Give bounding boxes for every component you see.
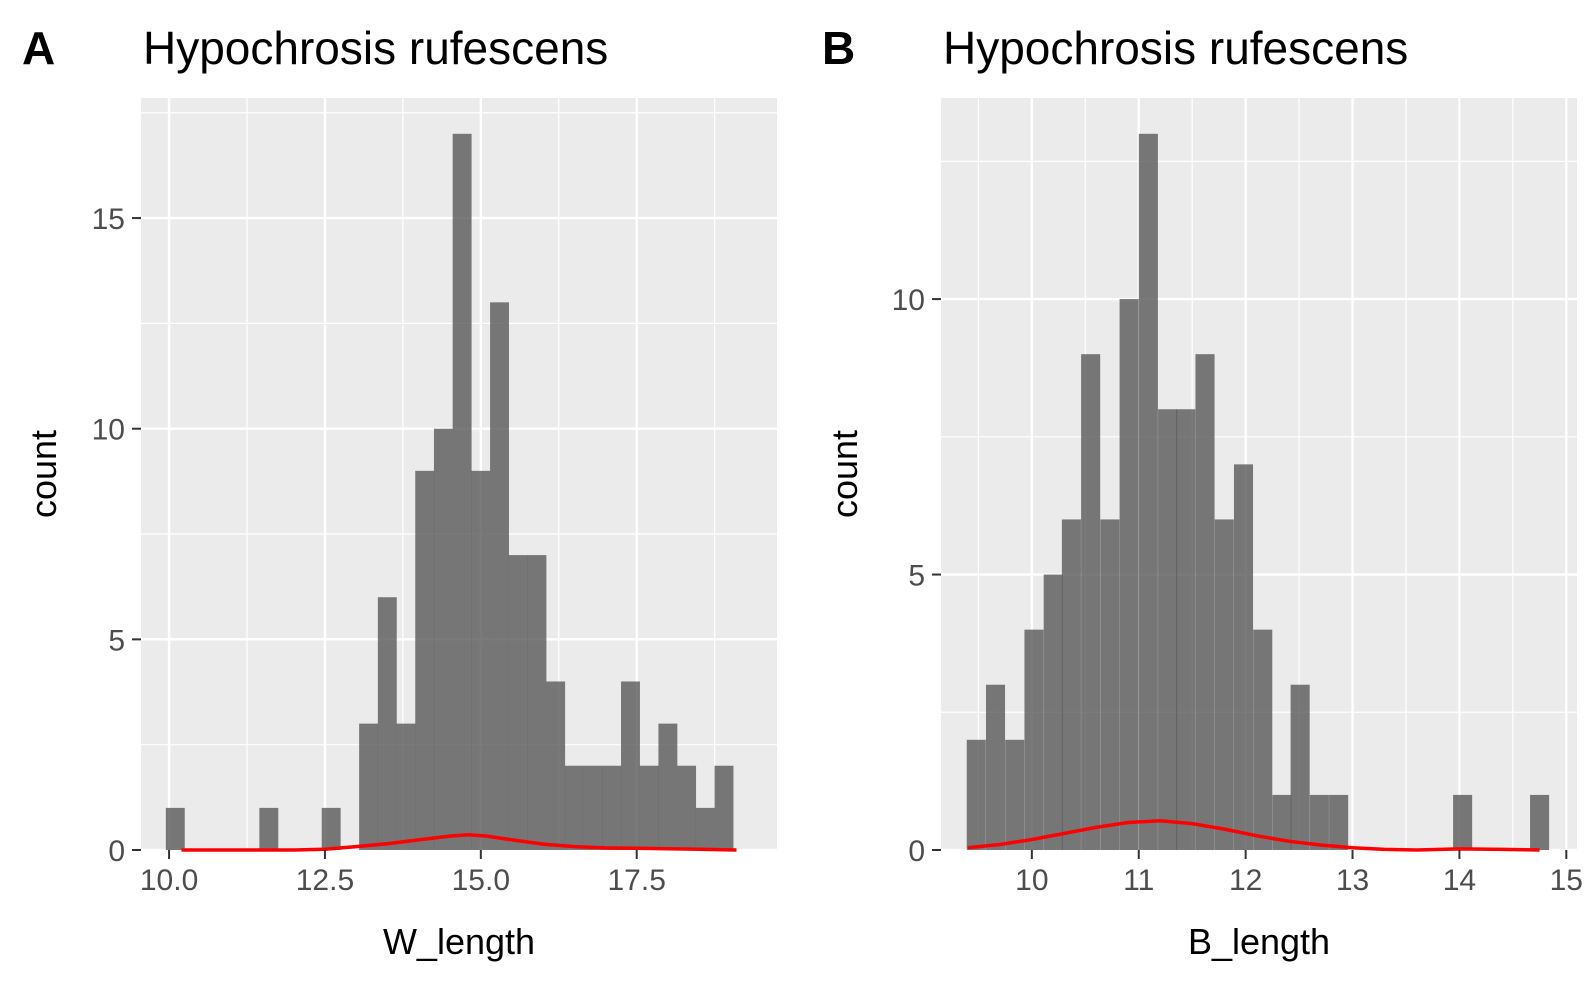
panel-b-histogram-bar — [1005, 739, 1025, 850]
panel-a-histogram-bar — [583, 765, 603, 850]
panel-tag-b: B — [822, 22, 855, 74]
panel-b-x-tick-label: 12 — [1229, 864, 1262, 897]
panel-a-histogram-bar — [621, 681, 640, 850]
panel-a-histogram-bar — [508, 555, 528, 850]
panel-b-histogram-bar — [1061, 519, 1081, 850]
panel-b-title: Hypochrosis rufescens — [943, 22, 1408, 74]
panel-b-y-tick-label: 0 — [908, 835, 925, 868]
panel-b-histogram-bar — [1233, 464, 1254, 850]
panel-a-histogram-bar — [602, 765, 622, 850]
panel-b-y-axis-title: count — [824, 430, 865, 518]
panel-a-histogram-bar — [677, 765, 697, 850]
panel-b: B Hypochrosis rufescens 10 11 12 13 14 15 0 5 1… — [822, 22, 1583, 962]
panel-b-histogram-bar — [1272, 794, 1292, 850]
panel-a-histogram-bar — [452, 133, 472, 851]
panel-b-histogram-bar — [1195, 354, 1215, 850]
panel-b-y-tick-label: 5 — [908, 560, 925, 593]
panel-a-histogram-bar — [564, 765, 584, 850]
panel-b-density-curve — [967, 819, 1540, 852]
panel-a-x-tick-label: 17.5 — [608, 864, 666, 897]
panel-b-histogram-bar — [985, 684, 1006, 850]
panel-b-x-tick-label: 11 — [1123, 864, 1154, 897]
panel-b-bars — [966, 133, 1550, 851]
panel-a-histogram-bar — [527, 555, 547, 850]
panel-a-density-curve — [181, 833, 737, 852]
panel-a-histogram-bar — [259, 807, 279, 850]
panel-b-x-tick-labels: 10 11 12 13 14 15 — [1015, 864, 1583, 897]
panel-a-tick-marks — [132, 217, 638, 859]
panel-b-histogram-bar — [1453, 794, 1473, 850]
panel-a-title: Hypochrosis rufescens — [143, 22, 608, 74]
panel-b-histogram-bar — [1138, 133, 1158, 851]
panel-b-x-axis-title: B_length — [1188, 921, 1330, 962]
panel-b-histogram-bar — [1253, 629, 1273, 850]
panel-b-histogram-bar — [1158, 409, 1178, 850]
panel-a-histogram-bar — [433, 428, 453, 850]
panel-b-y-tick-labels: 0 5 10 — [892, 284, 925, 868]
panel-b-histogram-bar — [1043, 574, 1063, 850]
panel-b-x-tick-label: 14 — [1443, 864, 1476, 897]
panel-a-histogram-bar — [359, 723, 379, 850]
panel-a: A Hypochrosis rufescens 10.0 12.5 15.0 17.5… — [22, 22, 777, 962]
panel-a-histogram-bar — [396, 723, 416, 850]
panel-a-histogram-bar — [695, 807, 715, 850]
panel-b-histogram-bar — [1530, 794, 1550, 850]
panel-b-histogram-bar — [966, 739, 986, 850]
panel-b-tick-marks — [932, 298, 1568, 859]
panel-a-x-tick-labels: 10.0 12.5 15.0 17.5 — [140, 864, 666, 897]
panel-a-histogram-bar — [415, 470, 435, 850]
panel-a-x-axis-title: W_length — [383, 921, 535, 962]
panel-b-histogram-bar — [1176, 409, 1196, 850]
panel-b-x-tick-label: 15 — [1550, 864, 1583, 897]
panel-a-y-tick-label: 10 — [92, 414, 125, 447]
panel-a-histogram-bar — [321, 807, 341, 850]
panel-b-histogram-bar — [1024, 629, 1044, 850]
panel-a-x-tick-label: 12.5 — [296, 864, 354, 897]
panel-a-y-tick-label: 5 — [108, 624, 125, 657]
panel-a-y-tick-labels: 0 5 10 15 — [92, 203, 125, 868]
panel-a-histogram-bar — [377, 597, 397, 850]
panel-a-histogram-bar — [658, 723, 678, 850]
panel-b-histogram-bar — [1081, 354, 1101, 850]
panel-a-bars — [165, 133, 734, 851]
panel-a-histogram-bar — [714, 765, 734, 850]
panel-b-x-tick-label: 10 — [1015, 864, 1048, 897]
panel-b-histogram-bar — [1309, 794, 1329, 850]
panel-a-histogram-bar — [165, 807, 185, 850]
panel-b-histogram-bar — [1329, 794, 1349, 850]
panel-a-y-tick-label: 0 — [108, 835, 125, 868]
panel-b-y-tick-label: 10 — [892, 284, 925, 317]
panel-a-histogram-bar — [490, 302, 509, 850]
panel-a-y-axis-title: count — [23, 430, 64, 518]
panel-b-histogram-bar — [1100, 519, 1120, 850]
panel-a-y-tick-label: 15 — [92, 203, 125, 236]
panel-tag-a: A — [22, 22, 55, 74]
panel-a-histogram-bar — [546, 681, 566, 850]
panel-b-x-tick-label: 13 — [1336, 864, 1369, 897]
panel-b-histogram-bar — [1214, 519, 1234, 850]
panel-a-x-tick-label: 10.0 — [140, 864, 198, 897]
panel-b-histogram-bar — [1290, 684, 1310, 850]
panel-a-x-tick-label: 15.0 — [452, 864, 510, 897]
panel-a-histogram-bar — [471, 470, 491, 850]
panel-a-histogram-bar — [639, 765, 659, 850]
panel-b-histogram-bar — [1119, 299, 1139, 851]
